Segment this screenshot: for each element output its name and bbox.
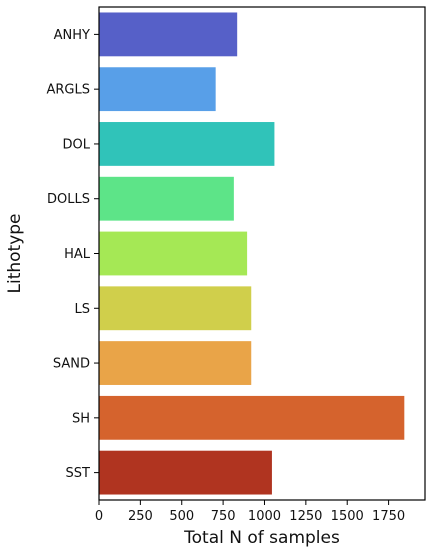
y-tick-label-ls: LS [75,302,91,317]
x-tick-label-1750: 1750 [372,509,405,524]
y-tick-label-hal: HAL [64,247,91,262]
bar-anhy [99,12,238,57]
x-axis-ticks: 0 250 500 750 1000 1250 1500 1750 [95,500,405,524]
y-axis-title: Lithotype [5,213,25,293]
y-tick-label-sst: SST [66,466,91,481]
x-tick-label-250: 250 [128,509,153,524]
bar-sh [99,395,405,440]
bar-sand [99,341,252,385]
bar-ls [99,286,252,331]
bar-argls [99,67,216,112]
plot-frame [98,6,426,501]
x-tick-label-1500: 1500 [331,509,364,524]
bar-dolls [99,176,234,221]
x-tick-label-1250: 1250 [289,509,322,524]
x-tick-label-750: 750 [211,509,236,524]
y-tick-label-anhy: ANHY [54,28,90,43]
x-tick-label-1000: 1000 [248,509,281,524]
x-tick-label-500: 500 [169,509,194,524]
y-tick-label-sand: SAND [53,357,90,372]
bar-sst [99,450,272,495]
x-axis-title: Total N of samples [183,528,340,548]
y-tick-label-dol: DOL [63,137,91,152]
bar-hal [99,231,248,276]
x-tick-label-0: 0 [95,509,103,524]
y-axis-ticks: ANHY ARGLS DOL DOLLS HAL LS SAND SH SST [47,28,99,481]
bars-group [99,12,405,495]
y-tick-label-sh: SH [72,411,90,426]
bar-dol [99,122,275,166]
y-tick-label-dolls: DOLLS [47,192,90,207]
y-tick-label-argls: ARGLS [47,83,91,98]
